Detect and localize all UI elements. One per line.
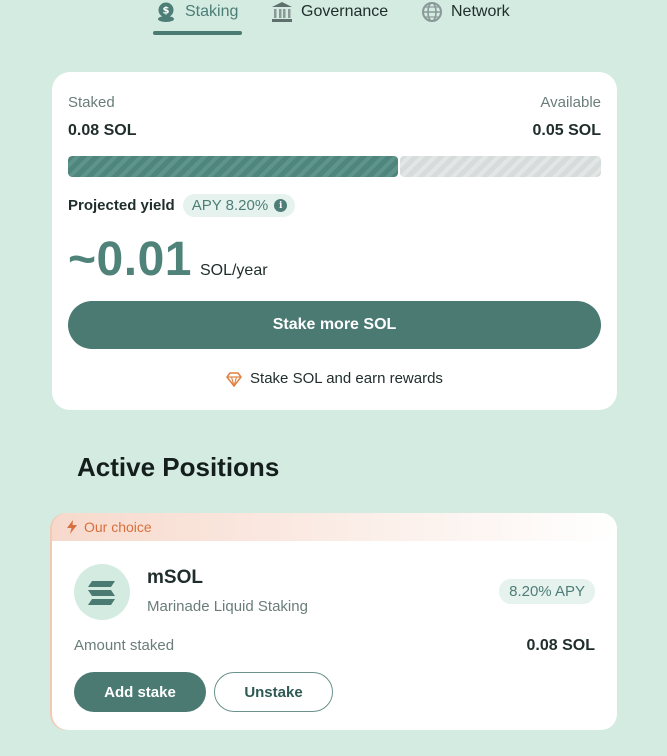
tab-network[interactable]: Network <box>421 0 510 30</box>
position-provider: Marinade Liquid Staking <box>147 598 308 615</box>
available-value: 0.05 SOL <box>532 122 601 139</box>
tab-label: Staking <box>185 3 239 20</box>
stake-more-button[interactable]: Stake more SOL <box>68 301 601 349</box>
projected-unit: SOL/year <box>199 262 268 279</box>
msol-logo-icon <box>74 564 130 620</box>
staked-label: Staked <box>68 94 115 111</box>
tab-governance[interactable]: Governance <box>271 0 388 30</box>
diamond-icon <box>226 371 242 388</box>
our-choice-banner: Our choice <box>52 513 617 541</box>
available-label: Available <box>540 94 601 111</box>
position-apy-badge: 8.20% APY <box>499 579 595 604</box>
promo-text: Stake SOL and earn rewards <box>250 370 443 387</box>
projected-value: ~0.01 <box>68 233 192 286</box>
tab-label: Network <box>451 3 510 20</box>
lightning-icon <box>66 520 78 534</box>
stake-progress-bar <box>68 156 601 177</box>
available-portion <box>400 156 601 177</box>
staked-portion <box>68 156 399 177</box>
amount-staked-label: Amount staked <box>74 637 175 654</box>
active-positions-title: Active Positions <box>77 452 280 482</box>
add-stake-button[interactable]: Add stake <box>74 672 206 712</box>
svg-text:$: $ <box>163 6 170 17</box>
position-name: mSOL <box>147 567 203 588</box>
projected-yield-label: Projected yield <box>68 197 175 214</box>
tab-label: Governance <box>301 3 389 20</box>
staking-summary-card: Staked Available 0.08 SOL 0.05 SOL Proje… <box>52 72 617 410</box>
tab-staking[interactable]: $ Staking <box>153 0 242 35</box>
coin-stack-icon: $ <box>155 1 177 23</box>
apy-badge[interactable]: APY 8.20% i <box>182 194 296 217</box>
unstake-button[interactable]: Unstake <box>214 672 333 712</box>
apy-badge-text: APY 8.20% <box>191 197 269 214</box>
promo-message: Stake SOL and earn rewards <box>52 370 617 388</box>
bank-icon <box>271 1 293 23</box>
top-tabs: $ Staking Governance <box>0 0 667 40</box>
projected-yield-row: Projected yield APY 8.20% i <box>68 194 296 217</box>
globe-icon <box>421 1 443 23</box>
amount-staked-value: 0.08 SOL <box>526 637 595 654</box>
info-icon[interactable]: i <box>274 199 288 212</box>
projected-amount: ~0.01 SOL/year <box>68 232 268 287</box>
our-choice-label: Our choice <box>84 519 152 535</box>
staked-value: 0.08 SOL <box>68 122 137 139</box>
position-card: Our choice mSOL Marinade Liquid Staking … <box>52 513 617 730</box>
